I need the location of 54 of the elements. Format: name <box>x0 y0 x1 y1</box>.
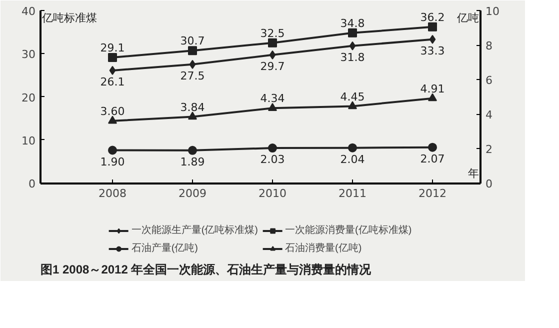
point <box>188 46 197 56</box>
data-label: 4.45 <box>340 90 365 104</box>
y2-tick-label: 6 <box>486 74 492 88</box>
x-tick-label: 2009 <box>178 187 207 200</box>
x-tick-label: 2012 <box>418 187 447 200</box>
data-label: 2.07 <box>420 152 445 166</box>
point <box>349 41 356 50</box>
point <box>348 28 357 38</box>
text: 图1 2008～2012 年全国一次能源、石油生产量与消费量的情况 <box>40 262 372 276</box>
legend-label: 石油消费量(亿吨) <box>285 242 362 255</box>
point <box>269 50 276 60</box>
y2-tick-label: 2 <box>486 143 492 156</box>
legend-label: 石油产量(亿吨) <box>131 242 198 255</box>
data-label: 4.34 <box>260 92 285 106</box>
point <box>109 66 116 75</box>
data-label: 31.8 <box>340 50 365 64</box>
data-label: 1.90 <box>100 155 125 168</box>
x-tick-label: 2011 <box>338 187 367 200</box>
point <box>268 38 277 48</box>
data-label: 26.1 <box>100 75 125 88</box>
y-axis-title: 亿吨标准煤 <box>41 12 98 24</box>
point <box>108 53 117 62</box>
y-tick-label: 40 <box>22 5 36 18</box>
y-tick-label: 10 <box>22 134 36 148</box>
data-label: 4.91 <box>420 82 445 96</box>
y2-tick-label: 4 <box>486 108 492 122</box>
data-label: 3.84 <box>180 100 205 114</box>
data-label: 33.3 <box>420 44 445 58</box>
data-label: 1.89 <box>180 155 205 168</box>
y2-tick-label: 0 <box>486 178 492 191</box>
data-label: 2.03 <box>260 153 285 166</box>
x-tick-label: 2008 <box>98 187 127 200</box>
data-label: 29.7 <box>260 60 285 73</box>
y-tick-label: 20 <box>22 91 36 104</box>
data-label: 32.5 <box>260 26 285 40</box>
y2-tick-label: 8 <box>486 40 492 53</box>
y2-axis-title: 亿吨 <box>456 12 479 24</box>
data-label: 30.7 <box>180 34 205 48</box>
legend-label: 一次能源生产量(亿吨标准煤) <box>131 224 258 237</box>
data-label: 3.60 <box>100 104 125 118</box>
point <box>429 34 436 44</box>
point <box>189 60 196 69</box>
y-tick-label: 30 <box>22 48 36 62</box>
y-tick-label: 0 <box>28 178 36 191</box>
data-label: 29.1 <box>100 42 125 55</box>
data-label: 27.5 <box>180 69 205 82</box>
data-label: 36.2 <box>420 10 445 24</box>
data-label: 34.8 <box>340 16 365 30</box>
point <box>428 22 437 32</box>
data-label: 2.04 <box>340 152 365 166</box>
x-axis-title: 年 <box>468 168 479 180</box>
y2-tick-label: 10 <box>486 5 500 18</box>
x-tick-label: 2010 <box>258 187 287 200</box>
legend-label: 一次能源消费量(亿吨标准煤) <box>285 224 412 237</box>
